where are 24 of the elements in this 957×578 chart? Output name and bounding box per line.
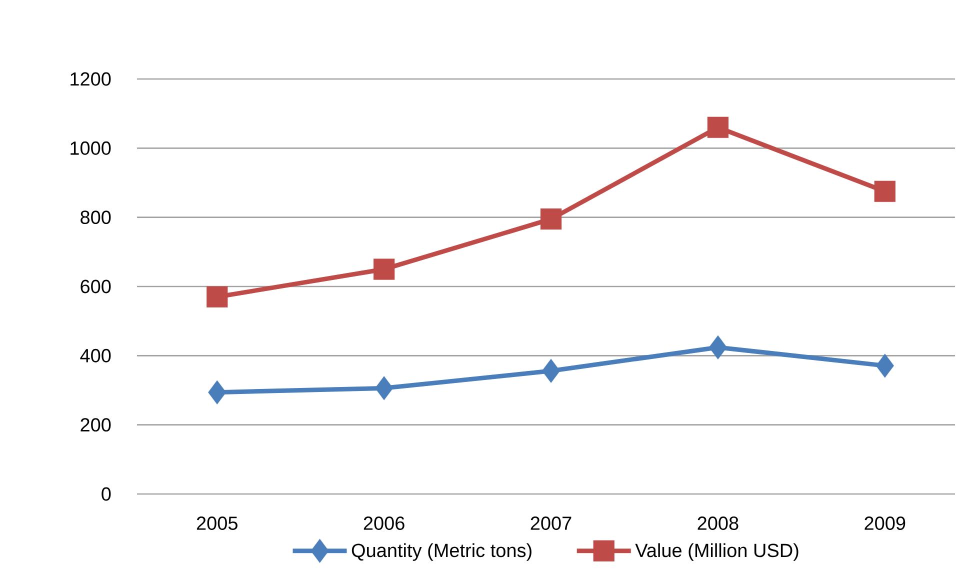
x-tick-label: 2008 bbox=[698, 516, 738, 530]
x-tick-label: 2005 bbox=[196, 516, 238, 530]
y-tick-label: 200 bbox=[80, 418, 111, 432]
point bbox=[375, 376, 394, 400]
legend-label: Value (Million USD) bbox=[635, 543, 798, 561]
y-tick-label: 600 bbox=[80, 280, 111, 294]
y-tick-label: 0 bbox=[102, 487, 111, 501]
point bbox=[206, 286, 228, 308]
point bbox=[208, 380, 226, 404]
point bbox=[876, 354, 894, 378]
y-tick-label: 1000 bbox=[70, 141, 111, 155]
legend-label: Quantity (Metric tons) bbox=[352, 543, 532, 561]
point bbox=[874, 180, 896, 202]
x-tick-label: 2007 bbox=[530, 516, 572, 530]
y-tick-label: 1200 bbox=[70, 72, 111, 86]
point bbox=[708, 335, 728, 360]
point bbox=[374, 258, 395, 280]
y-tick-label: 400 bbox=[80, 348, 111, 362]
point bbox=[707, 116, 729, 138]
point bbox=[540, 208, 562, 230]
y-tick-label: 800 bbox=[80, 210, 111, 224]
x-tick-label: 2006 bbox=[364, 516, 404, 530]
point bbox=[542, 358, 560, 383]
x-tick-label: 2009 bbox=[864, 516, 906, 530]
